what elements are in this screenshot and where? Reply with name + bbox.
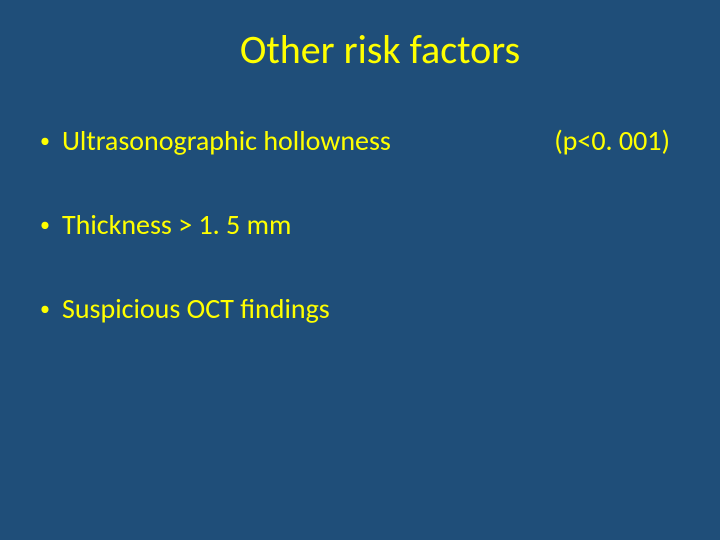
bullet-text: Suspicious OCT findings — [62, 292, 330, 326]
bullet-marker-icon: • — [40, 292, 50, 326]
bullet-item: • Ultrasonographic hollowness — [40, 124, 391, 158]
bullet-marker-icon: • — [40, 124, 50, 158]
bullet-list: • Ultrasonographic hollowness (p<0. 001)… — [40, 124, 680, 326]
bullet-row: • Suspicious OCT findings — [40, 292, 680, 326]
bullet-row: • Ultrasonographic hollowness (p<0. 001) — [40, 124, 680, 158]
p-value: (p<0. 001) — [554, 124, 670, 158]
slide-container: Other risk factors • Ultrasonographic ho… — [0, 0, 720, 540]
bullet-item: • Suspicious OCT findings — [40, 292, 330, 326]
bullet-marker-icon: • — [40, 208, 50, 242]
slide-title: Other risk factors — [80, 25, 680, 74]
bullet-text: Ultrasonographic hollowness — [62, 124, 391, 158]
bullet-text: Thickness > 1. 5 mm — [62, 208, 291, 242]
bullet-row: • Thickness > 1. 5 mm — [40, 208, 680, 242]
bullet-item: • Thickness > 1. 5 mm — [40, 208, 291, 242]
